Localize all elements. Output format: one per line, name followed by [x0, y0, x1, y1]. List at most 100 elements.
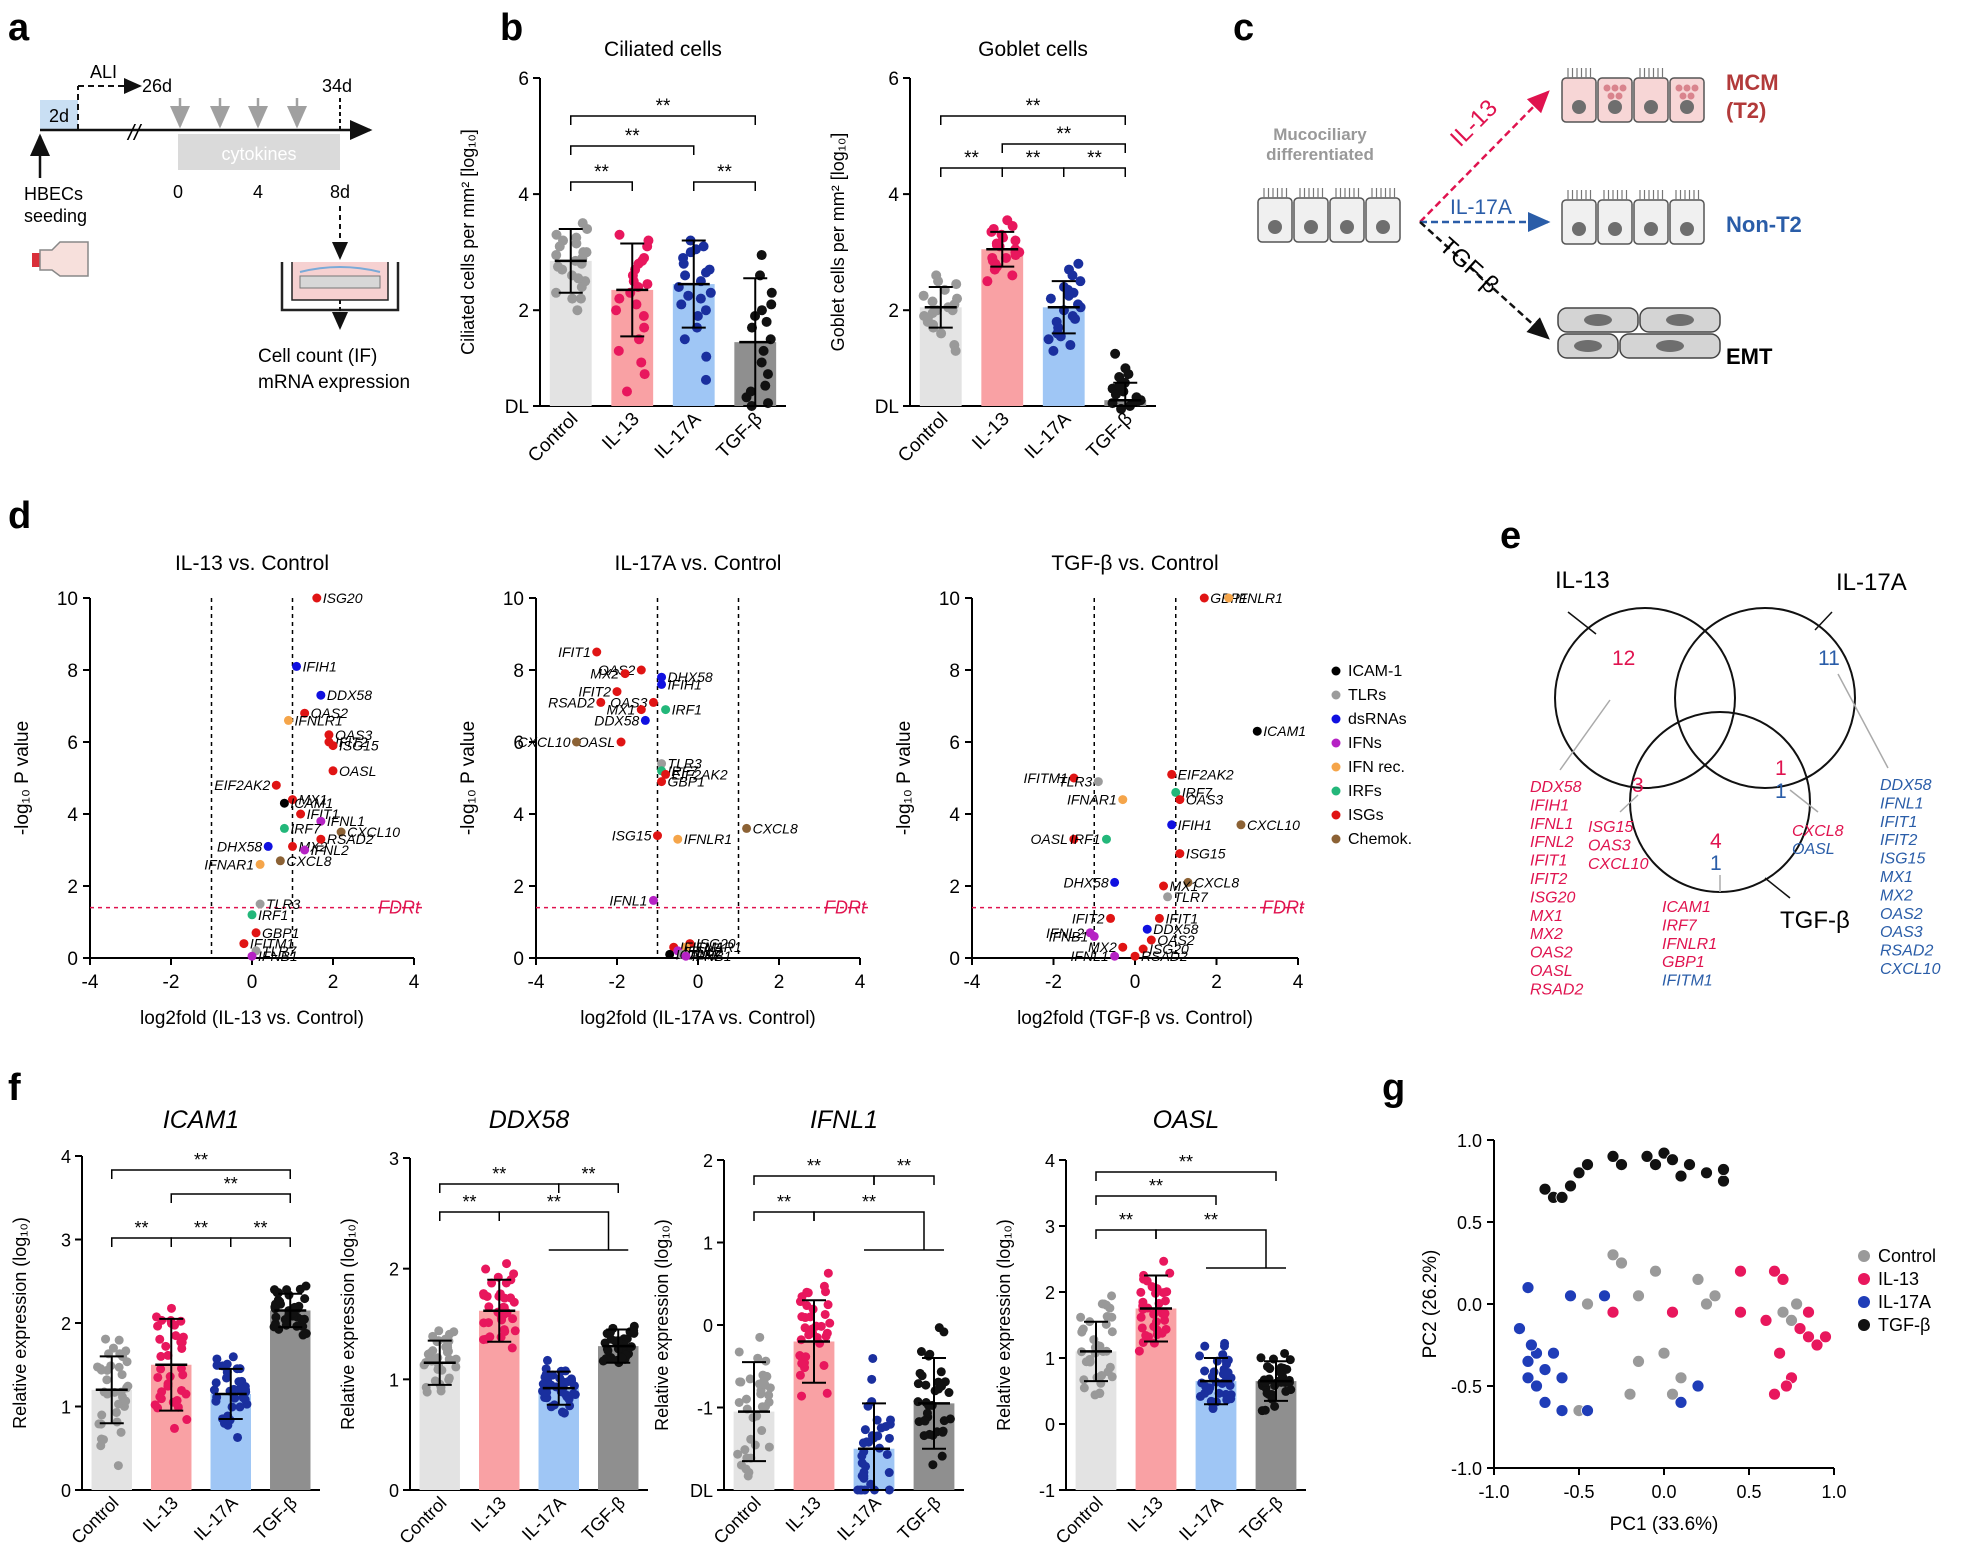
point-il-17a — [692, 311, 703, 322]
point-label: IFIT1 — [558, 644, 591, 660]
legend-label: IL-13 — [1878, 1269, 1919, 1289]
y-tick-label: -1 — [1039, 1481, 1055, 1501]
point-il-17a — [857, 1451, 867, 1461]
point-tlr7 — [1163, 892, 1173, 902]
arrow-il13 — [1419, 90, 1550, 223]
point-tgf — [745, 386, 756, 397]
point-label: IFNLR1 — [684, 831, 732, 847]
venn-label-tgfb: TGF-β — [1780, 907, 1850, 934]
legend-marker — [1331, 810, 1341, 820]
legend-label: IFNs — [1348, 735, 1382, 752]
point-il-17a — [1218, 1350, 1228, 1360]
point-il-13 — [801, 1352, 811, 1362]
panel-d-volcano-il13: IL-13 vs. Control 0 2 4 6 8 10 -4 -2 0 2 4 FDRt -log₁… — [12, 552, 422, 1029]
y-tick-label: 10 — [57, 589, 78, 610]
point-tgf — [1581, 1158, 1594, 1171]
point-il-13 — [1780, 1379, 1793, 1393]
point-control — [1649, 1264, 1662, 1278]
point-control — [1708, 1289, 1722, 1303]
y-tick-label: 8 — [513, 661, 524, 682]
point-ddx58 — [640, 715, 650, 725]
point-tgf — [938, 1427, 948, 1437]
point-control — [1657, 1346, 1671, 1360]
gene-name: IFIT2 — [1530, 871, 1567, 888]
point-control — [427, 1356, 437, 1366]
nucleus — [1608, 100, 1622, 114]
point-tgf — [919, 1431, 929, 1441]
y-tick-label: 8 — [67, 661, 78, 682]
y-tick-label: 2 — [518, 301, 529, 322]
y-tick-label: -0.5 — [1451, 1377, 1482, 1397]
point-tgf — [1666, 1153, 1679, 1167]
point-tgf — [930, 1386, 940, 1396]
point-control — [111, 1407, 121, 1417]
point-il-13 — [487, 1278, 497, 1288]
y-tick-label: -1.0 — [1451, 1459, 1482, 1479]
nucleus — [1268, 220, 1282, 234]
panel-f-ifnl1: IFNL1 Relative expression (log₁₀) DL -1 0 1 2 C… — [652, 1106, 964, 1548]
point-il-17a — [868, 1353, 878, 1363]
point-tgf — [758, 345, 769, 356]
point-rsad2 — [316, 834, 326, 844]
point-il-17a — [884, 1468, 894, 1478]
y-tick-label: 2 — [1045, 1283, 1055, 1303]
gene-name: IFNL2 — [1530, 834, 1574, 851]
point-control — [1105, 1362, 1115, 1372]
point-ifnlr1 — [283, 715, 293, 725]
point-label: IFNL1 — [327, 813, 365, 829]
d2-label: 2d — [49, 106, 69, 126]
point-control — [444, 1354, 454, 1364]
point-label: IFIT1 — [1165, 910, 1198, 926]
y-axis-title: -log₁₀ P value — [458, 721, 479, 835]
point-label: IFNB1 — [692, 948, 732, 964]
point-il-17a — [233, 1432, 243, 1442]
epithelium-source — [1257, 188, 1401, 243]
point-cxcl8 — [275, 856, 285, 866]
point-tgf — [756, 357, 767, 368]
point-il-13 — [156, 1351, 166, 1361]
point-label: IFNL1 — [609, 892, 647, 908]
nucleus — [1608, 222, 1622, 236]
point-ifnlr1 — [673, 834, 683, 844]
point-il-13 — [507, 1343, 517, 1353]
flask-icon — [32, 241, 89, 277]
point-label: OAS3 — [1186, 792, 1224, 808]
point-il-13 — [1666, 1305, 1679, 1319]
point-rsad2 — [1130, 951, 1140, 961]
point-il-13 — [820, 1309, 830, 1319]
panel-label-f: f — [8, 1067, 21, 1109]
point-control — [1790, 1297, 1803, 1311]
point-il-13 — [982, 276, 993, 287]
point-il-17a — [235, 1402, 245, 1412]
gene-name: IFITM1 — [1662, 973, 1713, 990]
point-label: MX1 — [1170, 878, 1199, 894]
point-control — [1107, 1327, 1117, 1337]
point-ifit2 — [612, 687, 622, 697]
significance-label: ** — [224, 1174, 238, 1194]
point-tgf — [1284, 1377, 1294, 1387]
point-il-17a — [1538, 1363, 1552, 1376]
y-tick-label: 1.0 — [1457, 1131, 1482, 1151]
panel-d-volcano-tgfb: TGF-β vs. Control 0 2 4 6 8 10 -4 -2 0 2 4 FDRt -log₁… — [894, 552, 1306, 1029]
point-il-17a — [212, 1360, 222, 1370]
point-control — [451, 1354, 461, 1364]
point-label: TLR3 — [1058, 774, 1092, 790]
x-tick-label: -1.0 — [1478, 1482, 1509, 1502]
point-label: IFNAR1 — [692, 939, 742, 955]
point-control — [918, 290, 929, 301]
point-rsad2 — [596, 697, 606, 707]
nucleus — [1572, 100, 1586, 114]
point-control — [578, 247, 589, 258]
point-il-13 — [500, 1327, 510, 1337]
point-il-13 — [506, 1293, 516, 1303]
category-label: TGF-β — [713, 409, 767, 463]
point-control — [1700, 1297, 1713, 1311]
point-label: IFIT1 — [307, 806, 340, 822]
point-il-17a — [867, 1374, 877, 1384]
legend-label: TLRs — [1348, 687, 1386, 704]
point-il-17a — [683, 290, 694, 301]
y-axis-title: PC2 (26.2%) — [1420, 1250, 1441, 1359]
point-il-17a — [695, 293, 706, 304]
point-ifnar1 — [255, 859, 265, 869]
point-cxcl10 — [572, 737, 581, 747]
